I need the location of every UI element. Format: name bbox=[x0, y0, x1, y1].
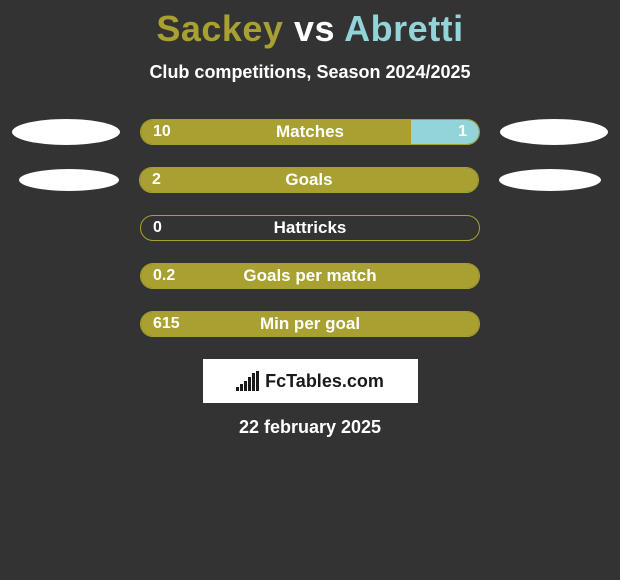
stat-label: Matches bbox=[141, 120, 479, 144]
avatar-right bbox=[500, 119, 608, 145]
stat-row: 0Hattricks bbox=[0, 215, 620, 241]
logo-chart-icon bbox=[236, 371, 259, 391]
logo-text: FcTables.com bbox=[265, 371, 384, 392]
stat-bar: 2Goals bbox=[139, 167, 479, 193]
page-title: Sackey vs Abretti bbox=[0, 8, 620, 50]
date-label: 22 february 2025 bbox=[0, 417, 620, 438]
stat-bar: 10Matches1 bbox=[140, 119, 480, 145]
title-player2: Abretti bbox=[344, 8, 464, 49]
subtitle: Club competitions, Season 2024/2025 bbox=[0, 62, 620, 83]
logo-box: FcTables.com bbox=[203, 359, 418, 403]
stat-bar: 0.2Goals per match bbox=[140, 263, 480, 289]
avatar-left bbox=[19, 169, 119, 191]
title-vs: vs bbox=[294, 8, 335, 49]
stat-bar: 0Hattricks bbox=[140, 215, 480, 241]
stat-row: 10Matches1 bbox=[0, 119, 620, 145]
logo-bar-segment bbox=[252, 373, 255, 391]
logo-inner: FcTables.com bbox=[236, 371, 384, 392]
stat-bar: 615Min per goal bbox=[140, 311, 480, 337]
logo-bar-segment bbox=[236, 387, 239, 391]
stat-label: Goals per match bbox=[141, 264, 479, 288]
title-player1: Sackey bbox=[156, 8, 283, 49]
avatar-left bbox=[12, 119, 120, 145]
stat-label: Min per goal bbox=[141, 312, 479, 336]
infographic-container: Sackey vs Abretti Club competitions, Sea… bbox=[0, 0, 620, 438]
stat-row: 615Min per goal bbox=[0, 311, 620, 337]
avatar-right bbox=[499, 169, 601, 191]
logo-bar-segment bbox=[256, 371, 259, 391]
stat-row: 2Goals bbox=[0, 167, 620, 193]
logo-bar-segment bbox=[244, 381, 247, 391]
stat-value-right: 1 bbox=[458, 120, 467, 144]
stat-row: 0.2Goals per match bbox=[0, 263, 620, 289]
logo-bar-segment bbox=[240, 384, 243, 391]
stat-label: Goals bbox=[140, 168, 478, 192]
logo-bar-segment bbox=[248, 377, 251, 391]
stats-region: 10Matches1 2Goals 0Hattricks 0.2Goals per m… bbox=[0, 119, 620, 337]
stat-label: Hattricks bbox=[141, 216, 479, 240]
